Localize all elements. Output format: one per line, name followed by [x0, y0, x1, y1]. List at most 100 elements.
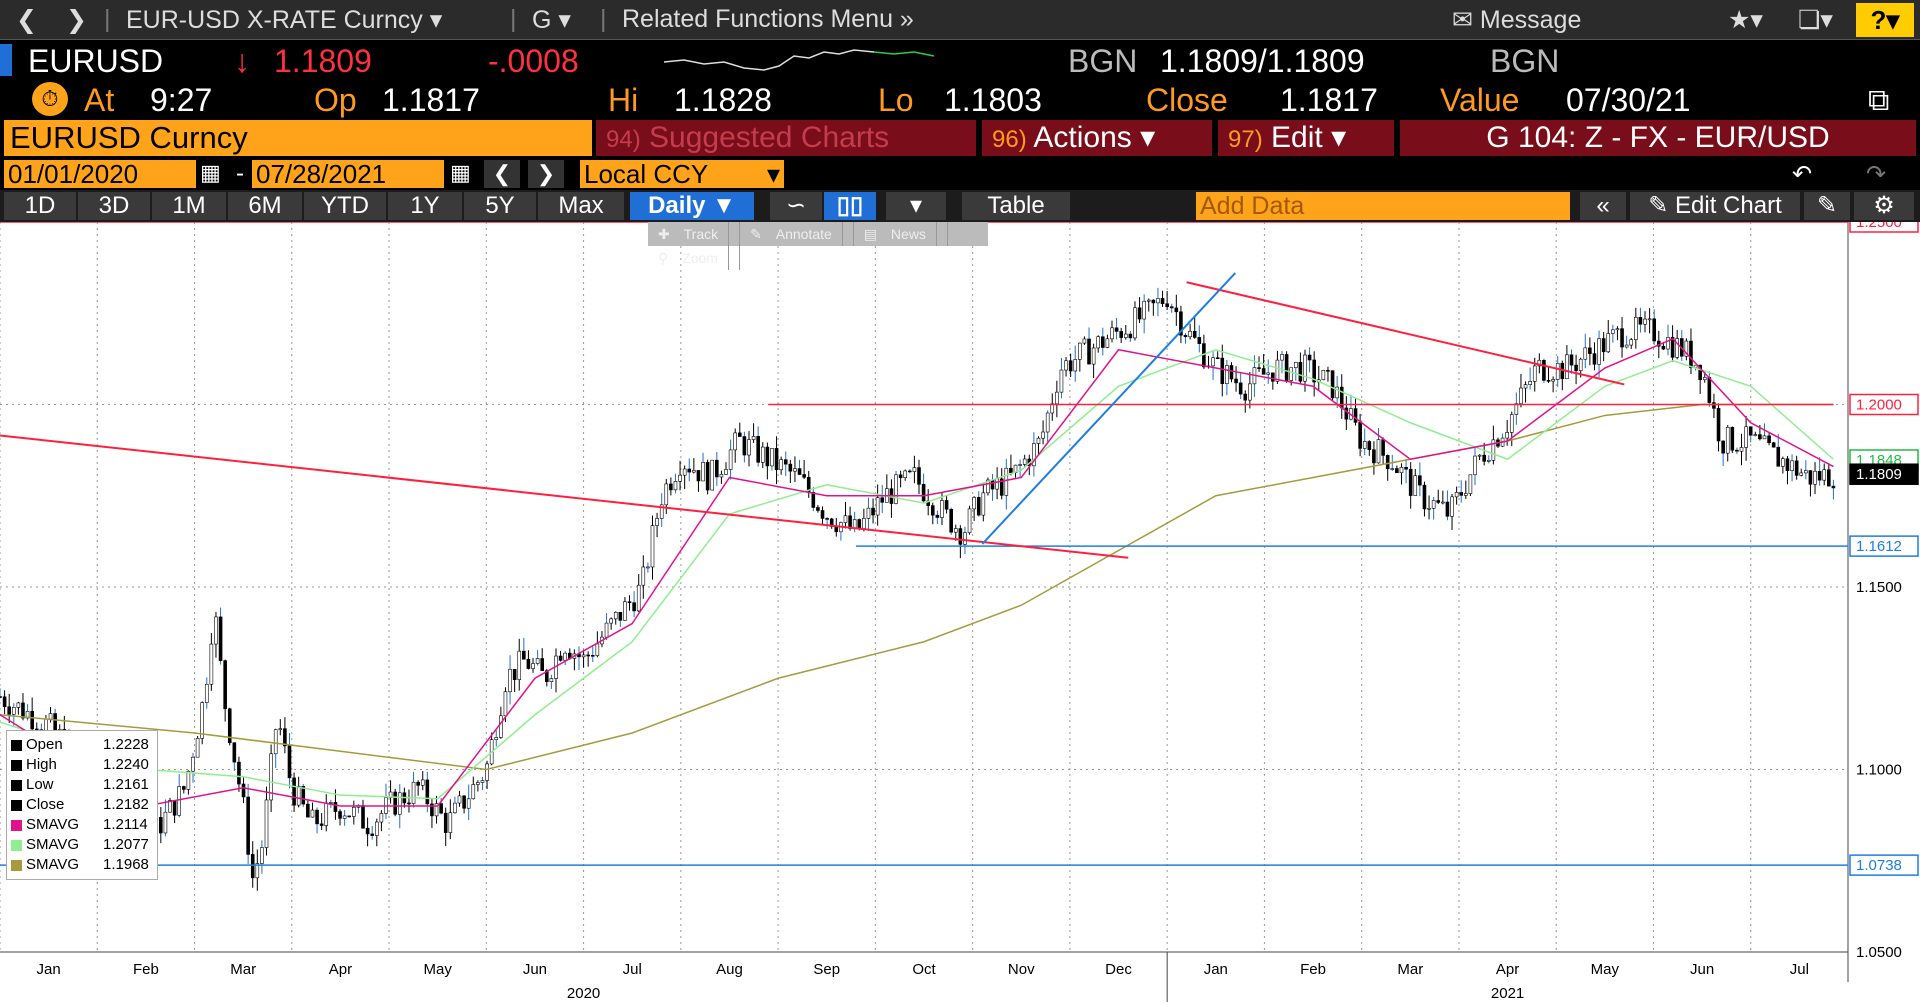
- candle-body: [1390, 468, 1395, 470]
- favorite-star-icon[interactable]: ★▾: [1728, 6, 1763, 34]
- high-value: 1.1828: [674, 82, 772, 118]
- candle-body: [301, 786, 306, 805]
- candle-body: [871, 507, 875, 516]
- period-5y[interactable]: 5Y: [464, 192, 536, 220]
- bid-source: BGN: [1068, 43, 1138, 79]
- legend-swatch: [11, 739, 22, 751]
- candle-body: [1128, 333, 1133, 339]
- function-g-menu[interactable]: G ▾: [532, 6, 571, 34]
- legend-row: SMAVG 1.2077: [11, 835, 153, 855]
- candle-body: [370, 833, 374, 836]
- related-functions-menu[interactable]: Related Functions Menu »: [622, 5, 914, 33]
- legend-row: Close 1.2182: [11, 795, 153, 815]
- forward-arrow-icon[interactable]: ❯: [66, 6, 87, 34]
- candle-body: [283, 728, 287, 747]
- period-1y[interactable]: 1Y: [388, 192, 462, 220]
- legend-value: 1.2182: [103, 796, 149, 813]
- candle-body: [1105, 338, 1110, 348]
- calendar-icon[interactable]: ▦: [200, 160, 221, 185]
- candle-body: [1229, 365, 1234, 380]
- candle-body: [1114, 327, 1119, 332]
- candle-body: [990, 479, 995, 490]
- collapse-icon[interactable]: «: [1580, 192, 1626, 220]
- track-tool[interactable]: ✚ Track: [648, 222, 741, 246]
- candle-body: [1652, 318, 1657, 342]
- prev-range-button[interactable]: ❮: [484, 160, 520, 188]
- candle-body: [659, 504, 664, 519]
- edit-button[interactable]: 97) Edit ▾: [1218, 120, 1394, 156]
- end-date-field[interactable]: 07/28/2021: [252, 160, 444, 188]
- candle-body: [204, 683, 209, 703]
- chart-canvas[interactable]: 1.0500 1.1000 1.1500 1.2000 1.2500 Jan Feb Mar A…: [0, 222, 1920, 1004]
- candle-body: [260, 847, 264, 864]
- period-6m[interactable]: 6M: [228, 192, 302, 220]
- annotate-tool[interactable]: ✎ Annotate: [740, 222, 854, 246]
- candle-body: [1381, 439, 1385, 456]
- period-max[interactable]: Max: [538, 192, 624, 220]
- zoom-tool[interactable]: ⚲ Zoom: [648, 246, 740, 270]
- legend-swatch: [11, 859, 22, 871]
- redo-icon[interactable]: ↷: [1866, 161, 1887, 188]
- message-button[interactable]: ✉ Message: [1452, 5, 1581, 35]
- candle-body: [1684, 340, 1689, 357]
- candle-body: [255, 863, 260, 879]
- draw-icon[interactable]: ✎: [1804, 192, 1850, 220]
- candle-body: [1082, 338, 1087, 344]
- period-1d[interactable]: 1D: [4, 192, 76, 220]
- candle-body: [416, 781, 420, 786]
- candle-body: [972, 497, 976, 510]
- legend-label: SMAVG: [26, 856, 80, 873]
- export-icon[interactable]: ⧉: [1868, 84, 1890, 117]
- edit-chart-button[interactable]: ✎ Edit Chart: [1630, 192, 1800, 220]
- candle-body: [940, 500, 944, 518]
- undo-icon[interactable]: ↶: [1792, 161, 1813, 188]
- candle-body: [223, 660, 227, 710]
- candle-body: [1597, 338, 1601, 365]
- frequency-select[interactable]: Daily ▼: [630, 192, 754, 220]
- legend-swatch: [11, 839, 22, 851]
- actions-button[interactable]: 96) Actions ▾: [982, 120, 1212, 156]
- add-data-input[interactable]: Add Data: [1196, 192, 1570, 220]
- price-chart[interactable]: 1.0500 1.1000 1.1500 1.2000 1.2500 Jan Feb Mar A…: [0, 222, 1920, 1004]
- candle-body: [705, 462, 710, 491]
- window-icon[interactable]: ❏▾: [1798, 6, 1833, 34]
- x-tick-label: Jul: [623, 961, 642, 978]
- candle-body: [949, 508, 953, 533]
- candle-body: [462, 795, 466, 809]
- next-range-button[interactable]: ❯: [528, 160, 564, 188]
- table-button[interactable]: Table: [962, 192, 1070, 220]
- x-tick-label: Apr: [1496, 961, 1519, 978]
- period-1m[interactable]: 1M: [152, 192, 226, 220]
- period-ytd[interactable]: YTD: [304, 192, 386, 220]
- help-button[interactable]: ?▾: [1856, 3, 1914, 37]
- back-arrow-icon[interactable]: ❮: [16, 6, 37, 34]
- x-tick-label: Aug: [716, 961, 743, 978]
- candle-body: [682, 468, 687, 476]
- x-tick-label: Jun: [523, 961, 547, 978]
- candle-body: [1785, 458, 1790, 471]
- candle-body: [1638, 317, 1643, 325]
- calendar-icon[interactable]: ▦: [450, 160, 471, 185]
- candle-body: [1225, 365, 1229, 384]
- start-date-field[interactable]: 01/01/2020: [4, 160, 196, 188]
- news-tool[interactable]: ▤ News: [854, 222, 948, 246]
- candle-body: [1473, 455, 1477, 476]
- candle-body: [1353, 408, 1358, 423]
- candle-body: [590, 654, 595, 657]
- candle-body: [1041, 431, 1045, 439]
- candle-chart-icon[interactable]: ▯▯: [824, 192, 876, 220]
- suggested-charts-button[interactable]: 94) Suggested Charts: [596, 120, 976, 156]
- period-3d[interactable]: 3D: [78, 192, 150, 220]
- candle-body: [1794, 460, 1799, 476]
- line-chart-icon[interactable]: ∽: [770, 192, 822, 220]
- suggested-label: Suggested Charts: [649, 121, 890, 154]
- security-title-menu[interactable]: EUR-USD X-RATE Curncy ▾: [126, 6, 443, 34]
- chart-type-dropdown[interactable]: ▾: [886, 192, 946, 220]
- candle-body: [986, 479, 990, 494]
- gear-icon[interactable]: ⚙: [1854, 192, 1914, 220]
- candle-body: [287, 745, 292, 779]
- candle-body: [159, 817, 163, 834]
- candle-body: [1528, 381, 1532, 385]
- candle-body: [756, 436, 760, 463]
- currency-select[interactable]: Local CCY ▾: [580, 160, 784, 188]
